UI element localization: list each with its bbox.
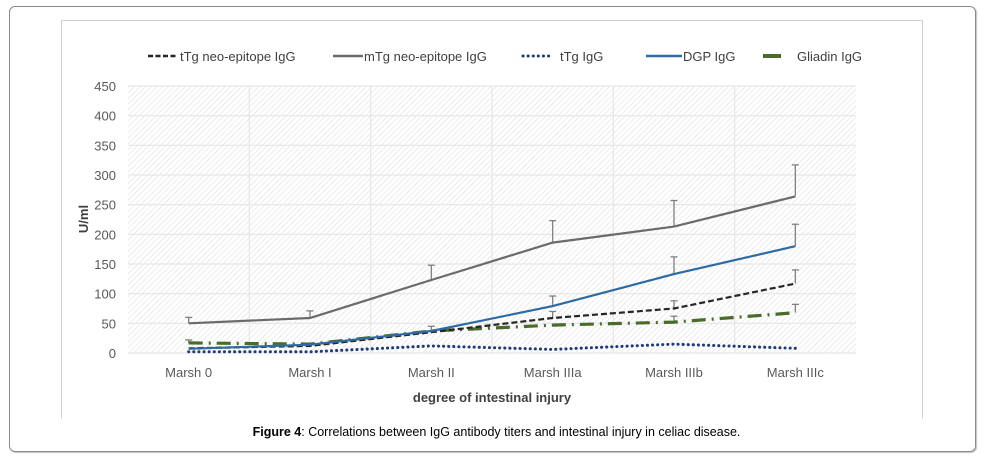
x-tick-label: Marsh IIIa xyxy=(524,365,583,380)
error-bar xyxy=(670,199,678,227)
legend-label: mTg neo-epitope IgG xyxy=(364,49,487,64)
error-bar xyxy=(306,310,314,318)
error-bar xyxy=(670,256,678,275)
error-bar xyxy=(549,295,557,307)
legend-item: DGP IgG xyxy=(646,49,736,64)
error-bar xyxy=(791,269,799,284)
error-bar xyxy=(791,303,799,313)
x-axis-ticks: Marsh 0 Marsh I Marsh II Marsh IIIa Marsh II… xyxy=(165,365,824,380)
legend-item: tTg neo-epitope IgG xyxy=(148,49,296,64)
series-line-ttg-igg xyxy=(187,342,797,354)
y-tick-label: 150 xyxy=(94,257,116,272)
y-axis-title: U/ml xyxy=(76,205,91,233)
figure-caption: Figure 4: Correlations between IgG antib… xyxy=(0,425,993,439)
x-axis-title: degree of intestinal injury xyxy=(413,390,572,405)
legend-item: mTg neo-epitope IgG xyxy=(333,49,487,64)
y-tick-label: 350 xyxy=(94,138,116,153)
figure-label: Figure 4 xyxy=(252,425,302,439)
legend-item: Gliadin IgG xyxy=(763,49,862,64)
series-line-gliadin-igg xyxy=(188,311,796,346)
error-bars xyxy=(185,164,799,343)
legend-item: tTg IgG xyxy=(521,49,603,64)
error-bar xyxy=(427,264,435,281)
x-tick-label: Marsh IIIb xyxy=(645,365,703,380)
legend-label: Gliadin IgG xyxy=(797,49,862,64)
legend-label: tTg neo-epitope IgG xyxy=(180,49,296,64)
chart-frame xyxy=(61,20,923,418)
error-bar xyxy=(185,339,193,343)
x-tick-label: Marsh II xyxy=(408,365,455,380)
series-line-mtg-neo-epitope-igg xyxy=(188,195,796,325)
x-tick-label: Marsh 0 xyxy=(165,365,212,380)
legend-label: tTg IgG xyxy=(560,49,603,64)
error-bar xyxy=(791,164,799,197)
legend: tTg neo-epitope IgG mTg neo-epitope IgG tT… xyxy=(148,49,862,64)
x-tick-label: Marsh IIIc xyxy=(767,365,825,380)
figure-caption-text: : Correlations between IgG antibody tite… xyxy=(301,425,741,439)
y-tick-label: 300 xyxy=(94,168,116,183)
series-line-dgp-igg xyxy=(188,245,796,350)
figure-frame xyxy=(9,6,976,452)
legend-label: DGP IgG xyxy=(683,49,736,64)
y-tick-label: 0 xyxy=(109,346,116,361)
y-axis-ticks: 0 50 100 150 200 250 300 350 400 450 xyxy=(94,79,116,361)
error-bar xyxy=(670,300,678,309)
y-tick-label: 450 xyxy=(94,79,116,94)
error-bar xyxy=(549,220,557,243)
series-lines xyxy=(187,195,797,354)
error-bar xyxy=(791,223,799,247)
y-tick-label: 250 xyxy=(94,198,116,213)
y-tick-label: 400 xyxy=(94,109,116,124)
y-tick-label: 200 xyxy=(94,227,116,242)
x-tick-label: Marsh I xyxy=(288,365,331,380)
y-tick-label: 50 xyxy=(102,316,116,331)
y-tick-label: 100 xyxy=(94,287,116,302)
